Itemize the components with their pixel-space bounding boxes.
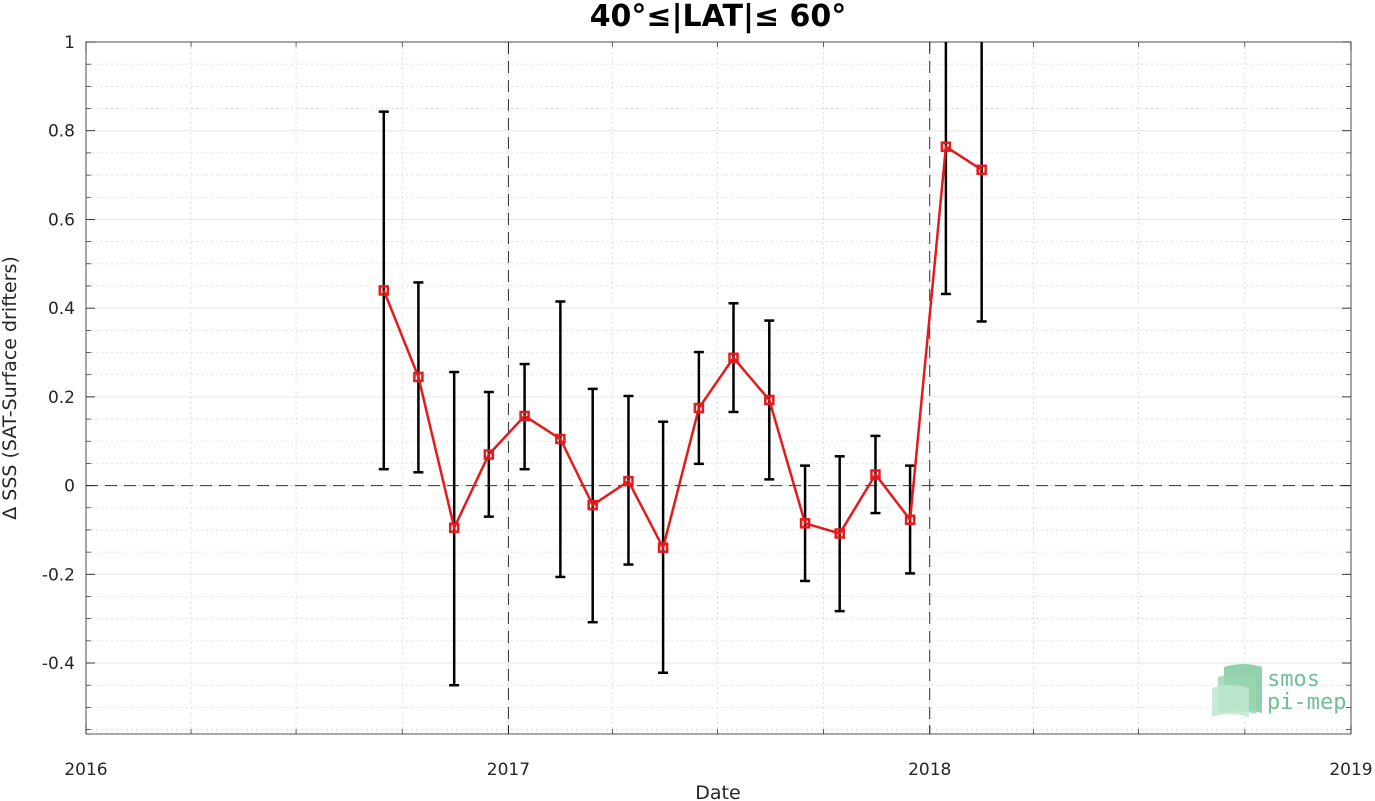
reference-lines — [86, 42, 1351, 734]
y-tick-label: -0.4 — [42, 654, 75, 674]
smos-pi-mep-logo: smos pi-mep — [1212, 664, 1346, 717]
data-point-marker — [904, 514, 916, 525]
x-tick-label: 2016 — [64, 760, 107, 780]
data-point-marker — [870, 469, 881, 480]
x-tick-label: 2019 — [1329, 760, 1372, 780]
y-axis-ticks: 1 0.8 0.6 0.4 0.2 0 -0.2 -0.4 — [42, 33, 1351, 674]
y-tick-label: -0.2 — [42, 565, 75, 585]
error-bars — [378, 42, 987, 687]
major-grid — [85, 41, 1352, 734]
y-tick-label: 1 — [64, 33, 75, 53]
logo-text-line1: smos — [1267, 667, 1320, 692]
data-point-marker — [413, 371, 424, 383]
data-point-marker — [834, 528, 845, 539]
data-point-marker — [657, 542, 669, 553]
data-point-marker — [764, 394, 775, 406]
x-axis-title: Date — [695, 782, 740, 801]
data-point-marker — [799, 518, 811, 529]
series-line — [382, 144, 983, 552]
data-point-marker — [587, 499, 598, 511]
y-tick-label: 0.2 — [48, 388, 75, 408]
y-axis-title: Δ SSS (SAT-Surface drifters) — [0, 256, 21, 520]
data-point-marker — [693, 402, 705, 414]
y-tick-label: 0 — [64, 477, 75, 497]
data-point-marker — [940, 141, 952, 152]
x-tick-label: 2017 — [487, 760, 530, 780]
x-axis-ticks: 2016 2017 2018 2019 — [64, 42, 1373, 780]
minor-grid — [86, 42, 1351, 734]
logo-text-line2: pi-mep — [1267, 690, 1346, 715]
data-point-marker — [483, 449, 495, 460]
data-point-marker — [728, 352, 739, 364]
plot-area-frame — [85, 41, 1352, 735]
data-point-marker — [378, 285, 390, 296]
data-point-marker — [448, 522, 460, 533]
y-tick-label: 0.8 — [48, 122, 75, 142]
chart-title: 40°≤|LAT|≤ 60° — [590, 0, 847, 34]
data-point-marker — [623, 475, 634, 487]
logo-waves-icon — [1212, 664, 1262, 717]
y-tick-label: 0.6 — [48, 210, 75, 230]
series-markers — [378, 141, 987, 553]
data-point-marker — [555, 433, 566, 445]
x-tick-label: 2018 — [908, 760, 951, 780]
data-point-marker — [976, 164, 987, 176]
data-point-marker — [519, 410, 530, 422]
y-tick-label: 0.4 — [48, 299, 75, 319]
